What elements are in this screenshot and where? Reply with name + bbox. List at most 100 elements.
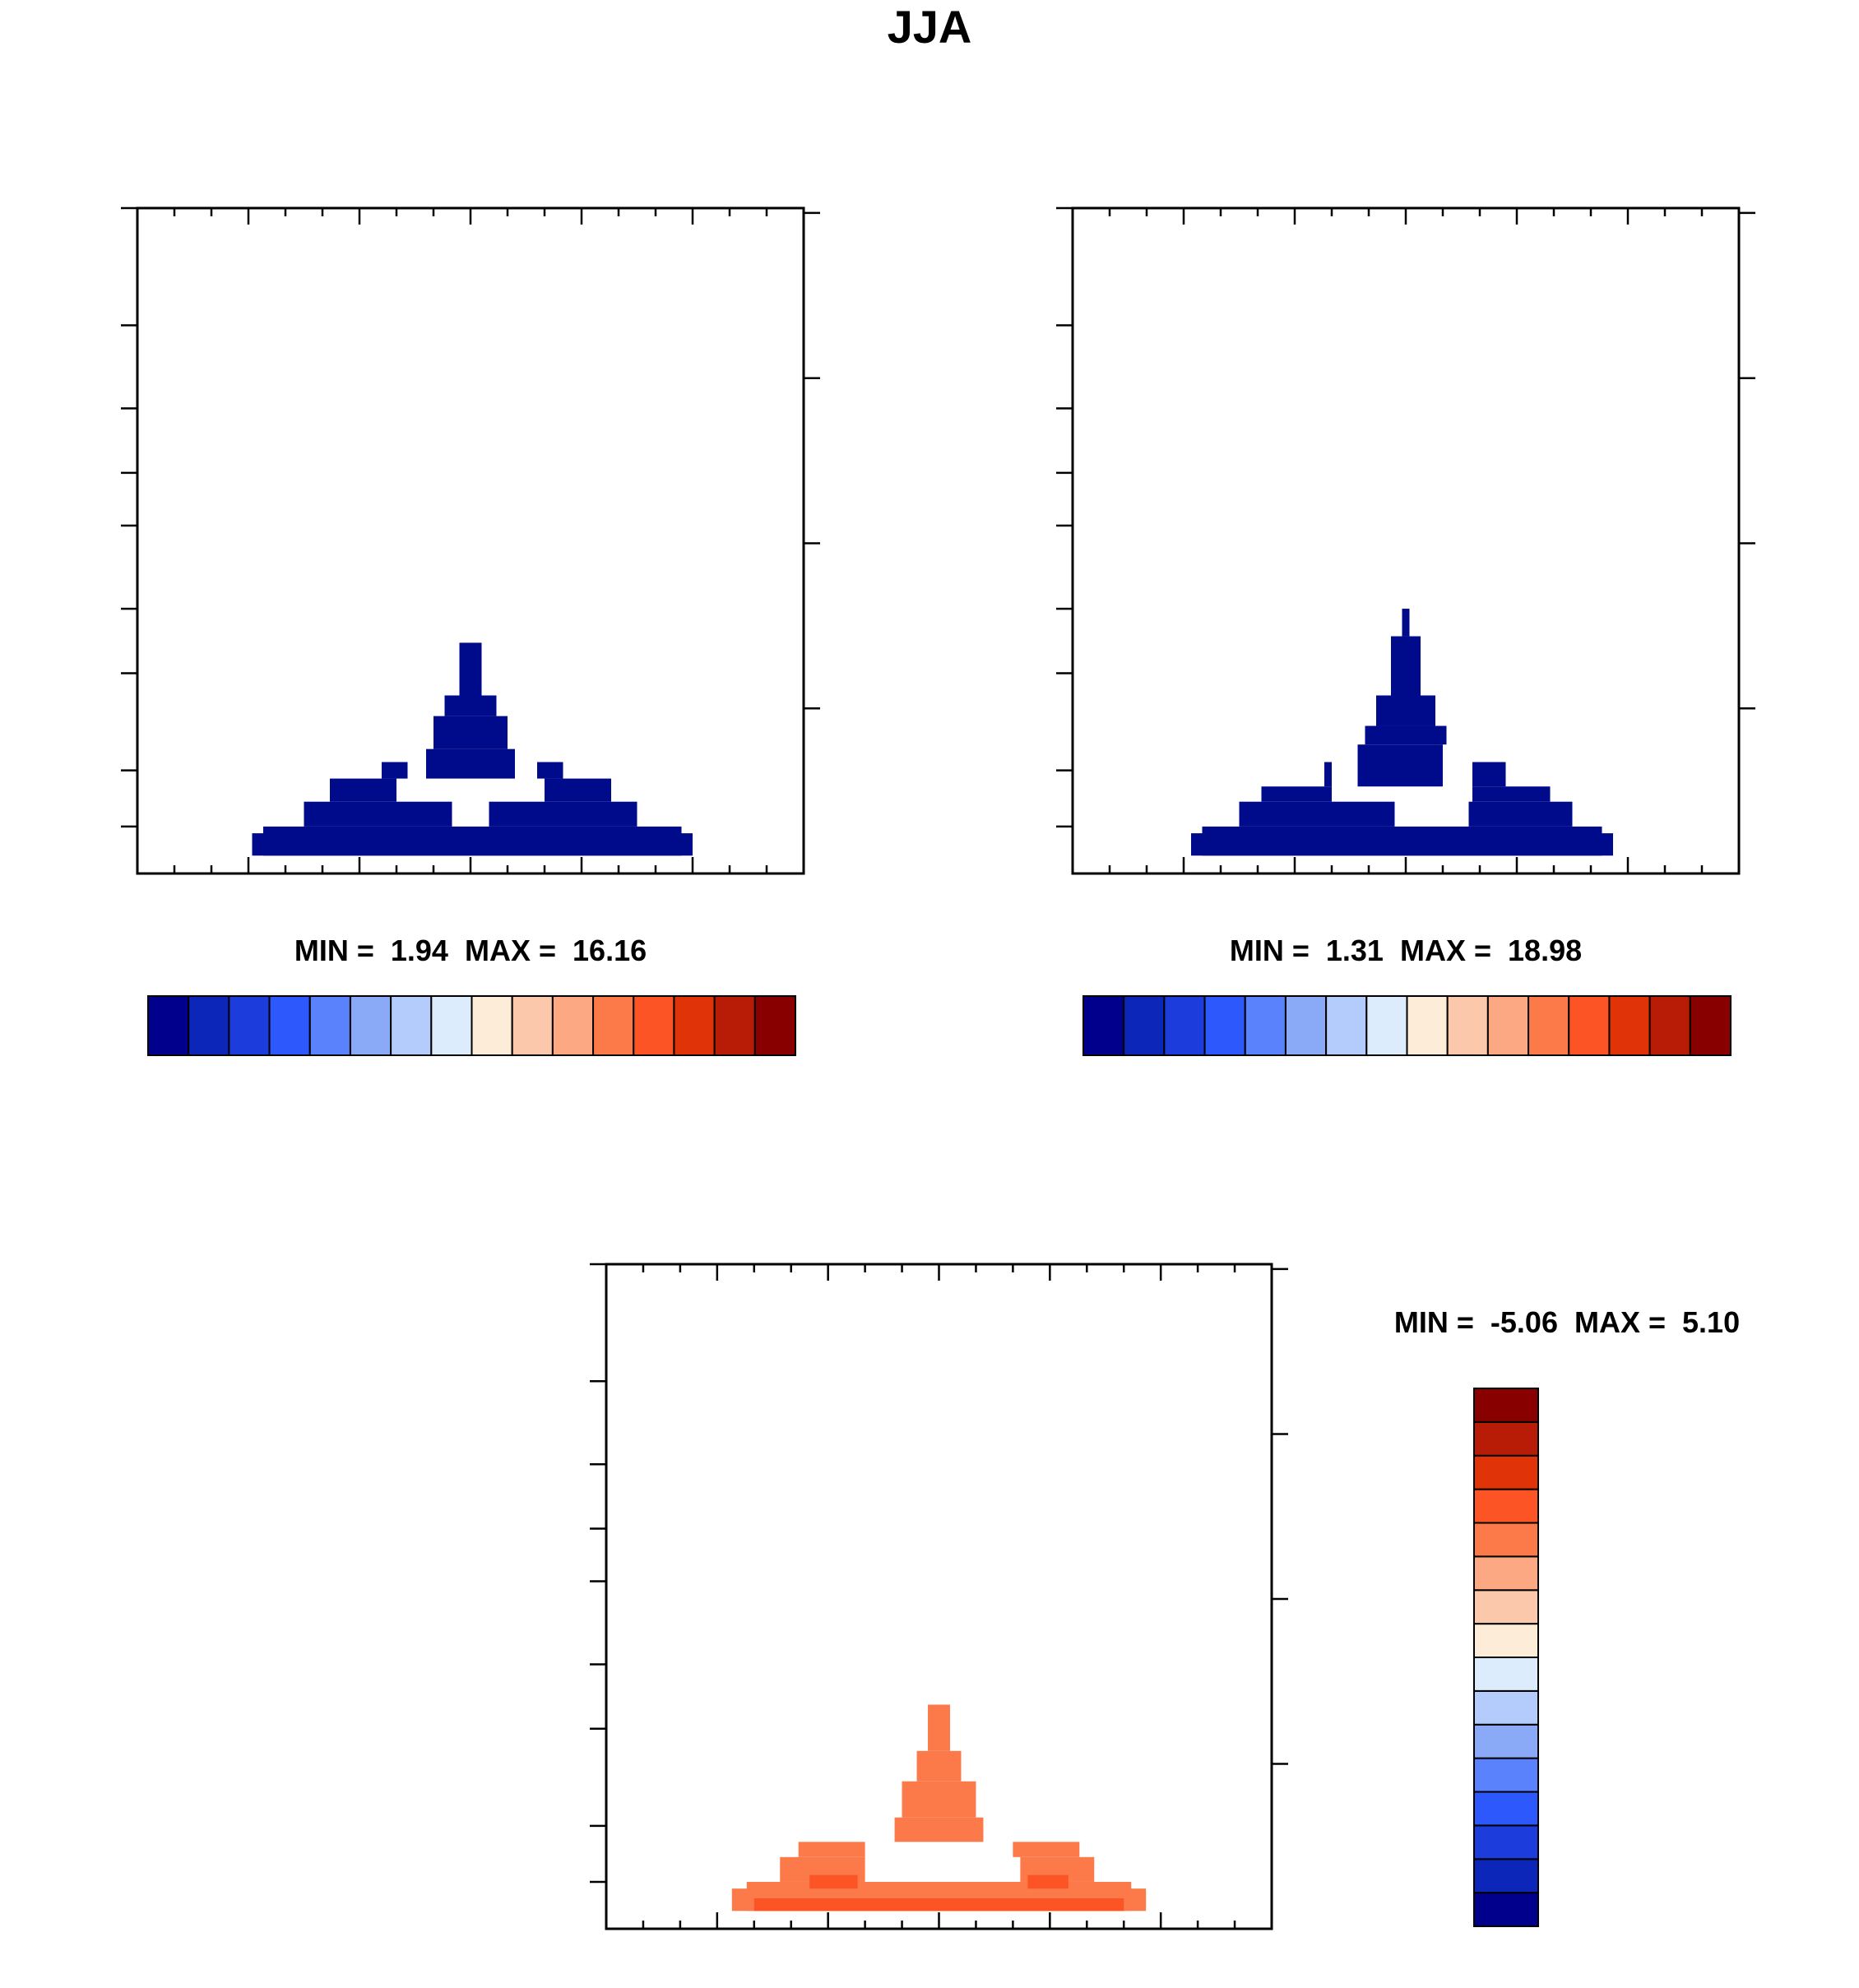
colorbar-box-15 xyxy=(753,995,796,1056)
colorbar-box-13 xyxy=(1473,1454,1539,1490)
min-label: MIN = xyxy=(1394,1305,1474,1339)
contour-fill-2 xyxy=(304,801,452,827)
axis-ticks xyxy=(590,1263,1288,1929)
colorbar-box-4 xyxy=(1473,1757,1539,1793)
colorbar-box-13 xyxy=(673,995,716,1056)
colorbar-box-4 xyxy=(1244,995,1286,1056)
colorbar-box-10 xyxy=(1473,1555,1539,1592)
axis-ticks xyxy=(121,206,820,874)
colorbar-box-11 xyxy=(1528,995,1570,1056)
colorbar-box-5 xyxy=(1284,995,1328,1056)
contour-fill-9 xyxy=(1365,725,1447,745)
contour-fill-strong-0 xyxy=(753,1898,1124,1912)
min-value: 1.31 xyxy=(1326,934,1384,967)
contour-fill-8 xyxy=(426,748,515,779)
colorbar-box-15 xyxy=(1689,995,1732,1056)
min-label: MIN = xyxy=(294,934,374,967)
data-fills xyxy=(1191,609,1613,856)
colorbar-box-12 xyxy=(1473,1488,1539,1524)
contour-fill-8 xyxy=(1357,744,1443,787)
colorbar-box-11 xyxy=(592,995,635,1056)
colorbar-box-6 xyxy=(1473,1689,1539,1726)
contour-fill-12 xyxy=(1402,609,1410,637)
colorbar-box-7 xyxy=(430,995,473,1056)
colorbar-box-3 xyxy=(1203,995,1246,1056)
min-value: -5.06 xyxy=(1490,1305,1558,1339)
panel-cf06: MIN = 1.31 MAX = 18.98 xyxy=(1056,206,1755,1056)
page-title: JJA xyxy=(888,1,972,53)
contour-fill-5 xyxy=(545,778,611,802)
contour-fill-4 xyxy=(330,778,396,802)
colorbar-box-1 xyxy=(1473,1858,1539,1894)
contour-fill-6 xyxy=(1324,762,1332,787)
colorbar-box-8 xyxy=(1406,995,1449,1056)
colorbar-box-1 xyxy=(188,995,230,1056)
contour-fill-11 xyxy=(1391,636,1421,696)
colorbar-box-0 xyxy=(1082,995,1125,1056)
panel-cf08: MIN = 1.94 MAX = 16.16 xyxy=(121,206,820,1056)
contour-fill-6 xyxy=(894,1817,984,1842)
contour-fill-strong-1 xyxy=(809,1874,858,1889)
contour-fill-9 xyxy=(928,1704,950,1751)
contour-fill-4 xyxy=(798,1842,865,1857)
colorbar-box-0 xyxy=(1473,1892,1539,1927)
max-value: 5.10 xyxy=(1682,1305,1740,1339)
colorbar-box-10 xyxy=(551,995,595,1056)
max-value: 16.16 xyxy=(573,934,647,967)
contour-fill-3 xyxy=(1468,801,1573,827)
min-value: 1.94 xyxy=(391,934,448,967)
colorbar-box-6 xyxy=(1325,995,1368,1056)
data-fills xyxy=(252,642,693,856)
colorbar-box-3 xyxy=(268,995,311,1056)
colorbar-box-2 xyxy=(228,995,271,1056)
contour-fill-9 xyxy=(433,716,508,749)
colorbar-box-14 xyxy=(1648,995,1691,1056)
colorbar-box-9 xyxy=(511,995,554,1056)
contour-fill-7 xyxy=(1472,762,1506,787)
panel-difference: MIN = -5.06 MAX = 5.10 xyxy=(590,1263,1740,1930)
colorbar-box-8 xyxy=(1473,1623,1539,1658)
colorbar-box-14 xyxy=(1473,1420,1539,1457)
colorbar xyxy=(147,995,796,1056)
axis-ticks xyxy=(1056,206,1755,874)
colorbar-box-15 xyxy=(1473,1388,1539,1423)
colorbar-box-13 xyxy=(1608,995,1651,1056)
contour-fill-7 xyxy=(902,1781,976,1818)
contour-fill-10 xyxy=(444,695,497,716)
contour-fill-10 xyxy=(1376,695,1435,726)
colorbar-box-12 xyxy=(633,995,675,1056)
max-label: MAX = xyxy=(465,934,556,967)
max-value: 18.98 xyxy=(1508,934,1582,967)
colorbar-box-6 xyxy=(390,995,433,1056)
max-label: MAX = xyxy=(1400,934,1491,967)
colorbar-box-3 xyxy=(1473,1791,1539,1827)
contour-fill-11 xyxy=(459,642,482,696)
min-max-summary: MIN = -5.06 MAX = 5.10 xyxy=(1394,1305,1740,1339)
contour-fill-5 xyxy=(1013,1842,1080,1857)
colorbar-box-2 xyxy=(1163,995,1206,1056)
colorbar-box-0 xyxy=(147,995,190,1056)
contour-fill-5 xyxy=(1472,786,1551,802)
contour-fill-7 xyxy=(537,762,563,779)
min-max-summary: MIN = 1.94 MAX = 16.16 xyxy=(294,934,647,967)
colorbar-box-10 xyxy=(1486,995,1530,1056)
colorbar-box-9 xyxy=(1473,1589,1539,1625)
min-max-summary: MIN = 1.31 MAX = 18.98 xyxy=(1230,934,1582,967)
colorbar-box-4 xyxy=(308,995,351,1056)
colorbar xyxy=(1473,1388,1539,1927)
contour-fill-3 xyxy=(489,801,637,827)
colorbar-box-1 xyxy=(1123,995,1166,1056)
colorbar-box-2 xyxy=(1473,1824,1539,1861)
colorbar-box-9 xyxy=(1446,995,1489,1056)
contour-fill-strong-2 xyxy=(1027,1874,1069,1889)
colorbar-box-11 xyxy=(1473,1522,1539,1558)
colorbar-box-14 xyxy=(713,995,756,1056)
colorbar-box-5 xyxy=(1473,1723,1539,1759)
colorbar-box-12 xyxy=(1568,995,1611,1056)
contour-fill-6 xyxy=(382,762,408,779)
data-fills xyxy=(731,1704,1147,1912)
contour-fill-1 xyxy=(263,826,682,856)
colorbar-box-5 xyxy=(349,995,392,1056)
colorbar-box-7 xyxy=(1473,1657,1539,1692)
